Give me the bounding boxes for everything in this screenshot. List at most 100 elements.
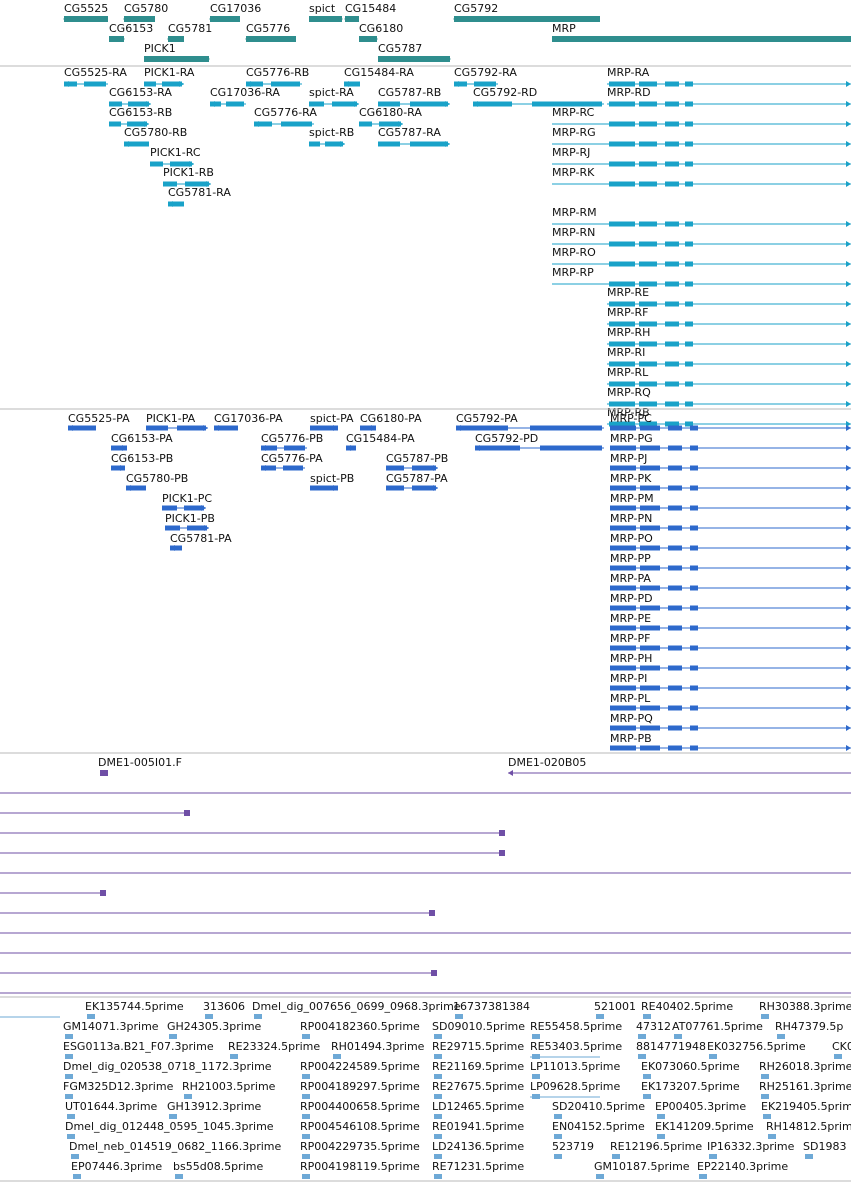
est-feature[interactable] [643, 1014, 651, 1019]
est-feature[interactable] [455, 1014, 463, 1019]
est-feature[interactable] [434, 1154, 442, 1159]
gene-feature[interactable] [210, 16, 240, 22]
est-feature[interactable] [643, 1094, 651, 1099]
est-label: RH30388.3prime [759, 1000, 851, 1013]
est-feature[interactable] [65, 1034, 73, 1039]
gene-feature[interactable] [124, 16, 155, 22]
est-feature[interactable] [73, 1174, 81, 1179]
est-feature[interactable] [434, 1114, 442, 1119]
gene-feature[interactable] [64, 16, 108, 22]
est-feature[interactable] [434, 1054, 442, 1059]
est-feature[interactable] [333, 1054, 341, 1059]
est-feature[interactable] [254, 1014, 262, 1019]
est-feature[interactable] [65, 1054, 73, 1059]
est-feature[interactable] [302, 1074, 310, 1079]
est-feature[interactable] [434, 1134, 442, 1139]
est-feature[interactable] [65, 1074, 73, 1079]
est-feature[interactable] [184, 1094, 192, 1099]
transcript-label: MRP-RA [607, 66, 650, 79]
est-feature[interactable] [175, 1174, 183, 1179]
gene-feature[interactable] [309, 16, 342, 22]
est-feature[interactable] [67, 1114, 75, 1119]
est-feature[interactable] [612, 1154, 620, 1159]
protein-label: PICK1-PA [146, 412, 196, 425]
clone-end [431, 970, 437, 976]
est-feature[interactable] [638, 1034, 646, 1039]
est-feature[interactable] [596, 1014, 604, 1019]
est-feature[interactable] [761, 1094, 769, 1099]
transcript-track: CG5525-RA PICK1-RA CG5776-RB CG15484-RA CG57… [64, 66, 851, 427]
est-feature[interactable] [763, 1114, 771, 1119]
est-feature[interactable] [699, 1174, 707, 1179]
strand-arrow [63, 16, 68, 22]
est-feature[interactable] [434, 1074, 442, 1079]
est-feature[interactable] [657, 1134, 665, 1139]
gene-feature[interactable] [144, 56, 209, 62]
est-feature[interactable] [638, 1054, 646, 1059]
exon-block [690, 565, 698, 571]
est-feature[interactable] [434, 1094, 442, 1099]
est-feature[interactable] [532, 1034, 540, 1039]
est-feature[interactable] [302, 1154, 310, 1159]
exon-block [685, 341, 693, 347]
est-feature[interactable] [834, 1054, 842, 1059]
est-feature[interactable] [169, 1034, 177, 1039]
est-feature[interactable] [302, 1134, 310, 1139]
est-feature[interactable] [596, 1174, 604, 1179]
exon-block [610, 485, 636, 491]
est-feature[interactable] [65, 1094, 73, 1099]
est-feature[interactable] [230, 1054, 238, 1059]
est-feature[interactable] [434, 1034, 442, 1039]
gene-feature[interactable] [345, 16, 359, 22]
est-feature[interactable] [532, 1074, 540, 1079]
est-feature[interactable] [709, 1154, 717, 1159]
est-feature[interactable] [657, 1114, 665, 1119]
exon-block [609, 221, 635, 227]
gene-feature[interactable] [378, 56, 450, 62]
gene-feature[interactable] [359, 36, 377, 42]
est-feature[interactable] [71, 1154, 79, 1159]
est-label: LD12465.5prime [432, 1100, 524, 1113]
est-feature[interactable] [643, 1074, 651, 1079]
est-feature[interactable] [777, 1034, 785, 1039]
exon-block [474, 81, 496, 87]
gene-label: CG5787 [378, 42, 422, 55]
est-feature[interactable] [554, 1154, 562, 1159]
est-feature[interactable] [302, 1094, 310, 1099]
est-label: EK173207.5prime [641, 1080, 740, 1093]
exon-block [668, 705, 682, 711]
est-feature[interactable] [709, 1054, 717, 1059]
clone-feature[interactable] [100, 770, 108, 776]
gene-feature[interactable] [168, 36, 184, 42]
exon-block [639, 181, 657, 187]
est-feature[interactable] [169, 1114, 177, 1119]
est-label: EK219405.5prime [761, 1100, 851, 1113]
est-feature[interactable] [554, 1114, 562, 1119]
est-feature[interactable] [554, 1134, 562, 1139]
gene-feature[interactable] [109, 36, 124, 42]
gene-feature[interactable] [454, 16, 600, 22]
est-feature[interactable] [761, 1074, 769, 1079]
exon-block [668, 745, 682, 751]
gene-feature[interactable] [246, 36, 296, 42]
exon-block [685, 181, 693, 187]
est-feature[interactable] [674, 1034, 682, 1039]
est-feature[interactable] [302, 1174, 310, 1179]
transcript-label: CG15484-RA [344, 66, 414, 79]
gene-feature[interactable] [552, 36, 851, 42]
est-feature[interactable] [761, 1014, 769, 1019]
est-feature[interactable] [434, 1174, 442, 1179]
exon-block [665, 421, 679, 427]
est-label: 16737381384 [453, 1000, 530, 1013]
est-feature[interactable] [805, 1154, 813, 1159]
exon-block [410, 101, 448, 107]
est-label: RH47379.5p [775, 1020, 843, 1033]
est-feature[interactable] [302, 1034, 310, 1039]
est-feature[interactable] [205, 1014, 213, 1019]
exon-block [150, 161, 163, 167]
est-feature[interactable] [768, 1134, 776, 1139]
est-feature[interactable] [67, 1134, 75, 1139]
est-feature[interactable] [302, 1114, 310, 1119]
strand-arrow [846, 725, 851, 731]
est-feature[interactable] [87, 1014, 95, 1019]
